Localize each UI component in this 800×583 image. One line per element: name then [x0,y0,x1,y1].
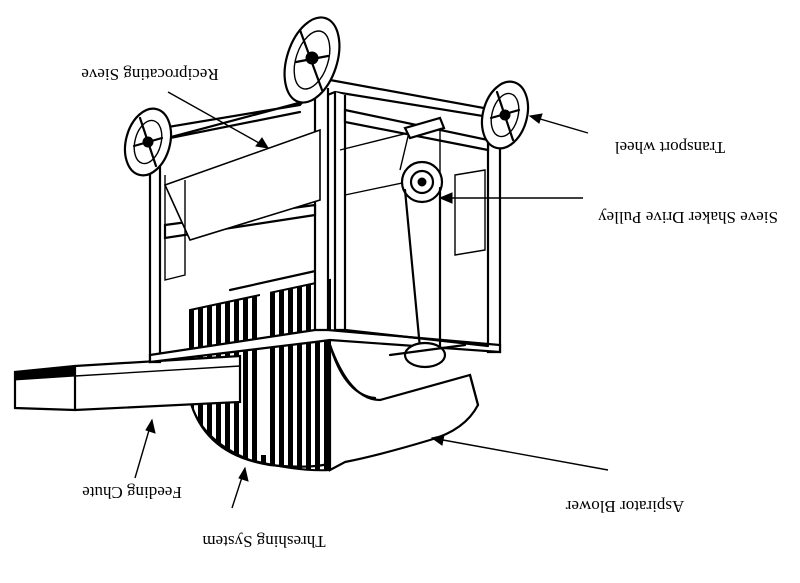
label-sieve-shaker-drive-pulley: Sieve Shaker Drive Pulley [598,208,778,227]
drive-pulley [388,116,467,369]
feeding-chute [13,354,242,412]
label-transport-wheel: Transport wheel [615,138,726,157]
label-feeding-chute: Feeding Chute [82,483,182,502]
main-frame [147,78,502,364]
leader-arrows [134,91,609,509]
transport-wheel-top [283,16,341,104]
transport-wheel-right [480,80,530,150]
label-aspirator-blower: Aspirator Blower [565,497,684,516]
label-threshing-system: Threshing System [202,532,325,551]
label-reciprocating-sieve: Reciprocating Sieve [81,65,218,84]
aspirator-blower-housing [328,343,480,472]
transport-wheel-left [123,107,173,177]
threshing-drum [188,268,342,472]
